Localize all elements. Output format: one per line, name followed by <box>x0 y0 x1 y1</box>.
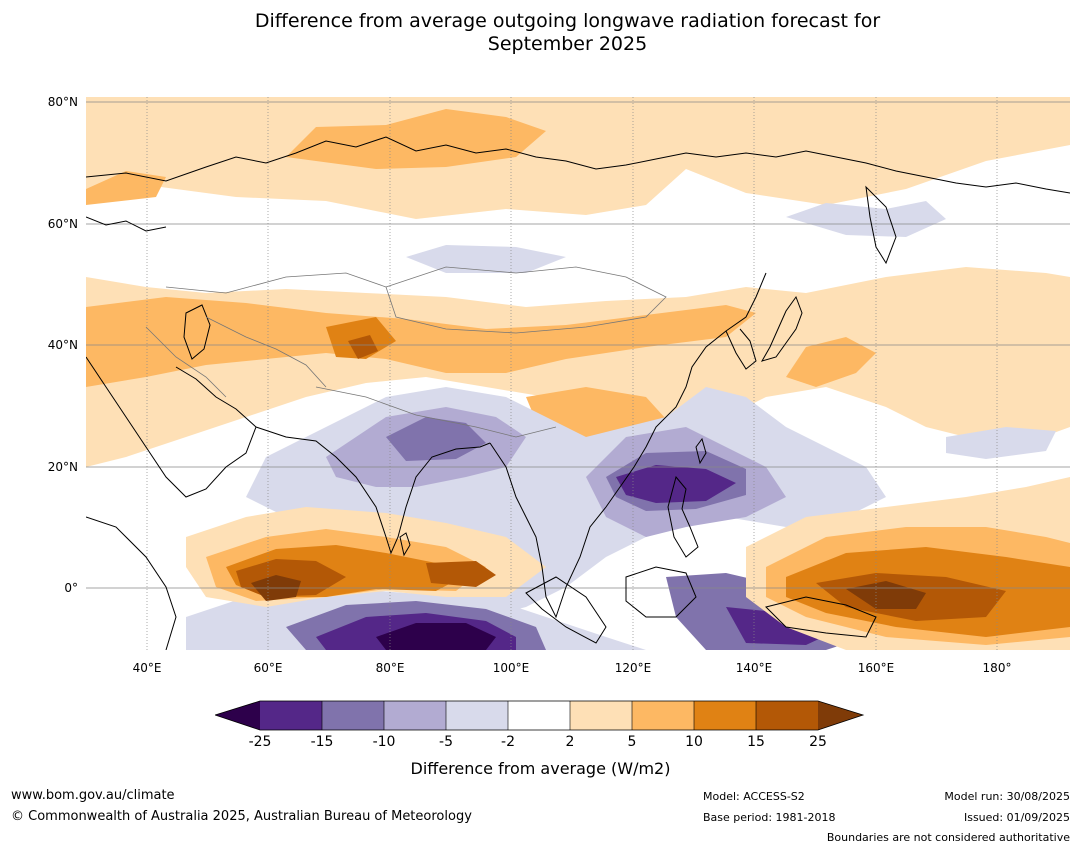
colorbar-swatch--2-to-2 <box>508 701 570 730</box>
colorbar-swatch--10-to--5 <box>384 701 446 730</box>
coast-japan <box>760 295 803 362</box>
footer-copyright: © Commonwealth of Australia 2025, Austra… <box>11 809 472 824</box>
anomaly-region-midlat-mid <box>86 297 756 387</box>
coast-africa-east <box>86 516 177 650</box>
colorbar-tick--5: -5 <box>439 734 453 750</box>
anomaly-region-philippines-negative-core <box>616 465 736 503</box>
colorbar-swatch-10-to-15 <box>694 701 756 730</box>
anomaly-region-bob-strong <box>426 561 496 587</box>
colorbar-tick--10: -10 <box>372 734 396 750</box>
colorbar-tick-5: 5 <box>627 734 637 750</box>
boundary-china-south <box>315 386 557 438</box>
anomaly-map-svg <box>86 97 1070 650</box>
anomaly-region-siberia-negative <box>786 201 946 237</box>
chart-title: Difference from average outgoing longwav… <box>0 10 1081 56</box>
coast-taiwan <box>695 437 707 465</box>
lon-label-40e: 40°E <box>132 661 162 675</box>
colorbar-tick--15: -15 <box>310 734 334 750</box>
coast-ural-west <box>86 216 167 232</box>
boundaries <box>145 266 667 438</box>
anomaly-region-midlat-east <box>786 337 876 387</box>
boundary-russia-kazakhstan <box>165 272 387 294</box>
colorbar-swatch--5-to--2 <box>446 701 508 730</box>
colorbar-tick--2: -2 <box>501 734 515 750</box>
colorbar-swatch--25-to--15 <box>260 701 322 730</box>
coast-arabia <box>86 356 257 498</box>
title-line-1: Difference from average outgoing longwav… <box>254 10 881 32</box>
colorbar-outline <box>215 700 865 731</box>
lon-label-140e: 140°E <box>735 661 773 675</box>
footer-disclaimer: Boundaries are not considered authoritat… <box>826 831 1070 844</box>
lat-label-0: 0° <box>64 581 78 595</box>
colorbar-tick-25: 25 <box>809 734 827 750</box>
lat-label-60n: 60°N <box>47 217 78 231</box>
title-line-2: September 2025 <box>487 33 648 55</box>
lat-label-40n: 40°N <box>47 338 78 352</box>
lat-label-80n: 80°N <box>47 95 78 109</box>
lon-label-100e: 100°E <box>492 661 530 675</box>
colorbar-tick-10: 10 <box>685 734 703 750</box>
boundary-mongolia <box>385 266 667 334</box>
anomaly-map <box>86 97 1070 650</box>
colorbar-swatch--15-to--10 <box>322 701 384 730</box>
colorbar-swatch-below--25 <box>215 701 260 730</box>
anomaly-region-central-asia-negative <box>406 245 566 273</box>
coast-india <box>255 426 491 555</box>
footer-issued: Issued: 01/09/2025 <box>963 811 1070 824</box>
colorbar-dividers <box>321 701 757 730</box>
anomaly-region-north-eurasia-mid-2 <box>86 171 166 205</box>
colorbar-swatch-2-to-5 <box>570 701 632 730</box>
lat-label-20n: 20°N <box>47 460 78 474</box>
colorbar-swatch-5-to-10 <box>632 701 694 730</box>
boundary-iran <box>145 326 227 398</box>
footer-model-run: Model run: 30/08/2025 <box>944 790 1070 803</box>
lon-label-120e: 120°E <box>614 661 652 675</box>
coast-philippines <box>667 475 699 558</box>
anomaly-fields <box>86 97 1070 650</box>
anomaly-region-taklamakan-core <box>348 335 378 359</box>
footer-base-period: Base period: 1981-2018 <box>703 811 836 824</box>
coastlines <box>86 136 1070 650</box>
coast-sri-lanka <box>399 532 411 557</box>
anomaly-region-indian-ocean-negative-core <box>376 623 496 650</box>
lon-label-180: 180° <box>982 661 1012 675</box>
anomaly-region-central-pacific-negative <box>946 427 1056 459</box>
colorbar-tick-15: 15 <box>747 734 765 750</box>
anomaly-region-bengal-negative <box>386 417 486 461</box>
graticule <box>86 97 1070 650</box>
coast-sumatra <box>525 576 607 644</box>
colorbar-swatch-15-to-25 <box>756 701 818 730</box>
coast-korea <box>725 328 757 370</box>
coast-kamchatka <box>865 185 897 265</box>
coast-new-guinea <box>765 596 877 638</box>
footer-url: www.bom.gov.au/climate <box>11 788 175 803</box>
coast-indochina <box>489 272 767 619</box>
colorbar-swatch-above-25 <box>818 701 863 730</box>
boundary-central-asia <box>205 316 327 388</box>
coast-caspian <box>183 304 211 360</box>
lon-label-80e: 80°E <box>375 661 405 675</box>
lon-label-60e: 60°E <box>253 661 283 675</box>
lon-label-160e: 160°E <box>857 661 895 675</box>
colorbar-label: Difference from average (W/m2) <box>410 759 671 778</box>
coast-arctic <box>86 136 1070 194</box>
anomaly-region-north-eurasia-mid <box>286 109 546 169</box>
footer-model: Model: ACCESS-S2 <box>703 790 805 803</box>
coast-borneo <box>625 566 697 618</box>
colorbar-tick--25: -25 <box>248 734 272 750</box>
colorbar <box>215 700 865 731</box>
colorbar-tick-2: 2 <box>565 734 575 750</box>
